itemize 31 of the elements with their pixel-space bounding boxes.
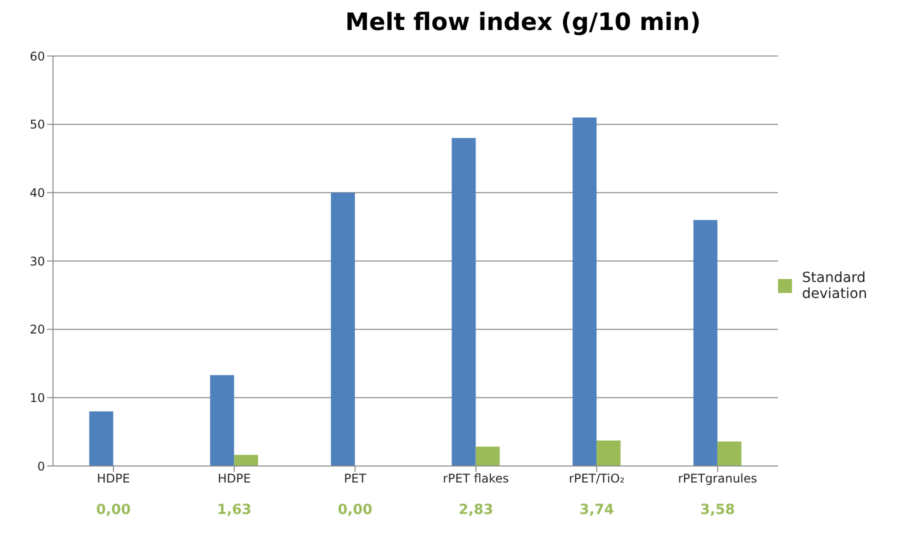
y-tick-label: 30: [30, 254, 45, 268]
data-label: 3,58: [700, 502, 735, 518]
bar: [210, 375, 234, 466]
bar: [476, 446, 500, 466]
data-label: 0,00: [96, 502, 131, 518]
data-label: 3,74: [579, 502, 614, 518]
chart-title: Melt flow index (g/10 min): [344, 8, 702, 36]
y-tick-label: 20: [30, 322, 45, 337]
x-tick-label: HDPE: [96, 472, 130, 486]
data-label: 0,00: [338, 502, 373, 518]
y-tick-label: 50: [30, 118, 45, 132]
y-tick-label: 60: [30, 49, 45, 64]
bar: [693, 220, 718, 466]
x-tick-label: rPETgranules: [678, 472, 758, 486]
legend-label: Standard deviation: [802, 270, 868, 302]
bar: [572, 118, 597, 466]
y-tick-label: 0: [37, 459, 45, 474]
bar: [596, 440, 621, 466]
y-tick-label: 40: [30, 186, 45, 200]
bar: [234, 454, 258, 466]
y-tick-label: 10: [30, 390, 45, 405]
x-tick-label: rPET flakes: [442, 472, 509, 486]
x-tick-label: PET: [344, 472, 367, 486]
bar: [330, 192, 355, 466]
bar: [452, 138, 476, 466]
x-tick-label: rPET/TiO₂: [568, 472, 625, 486]
data-label: 1,63: [216, 502, 252, 518]
bar: [717, 442, 742, 466]
data-label: 2,83: [458, 502, 494, 518]
bar: [89, 411, 114, 466]
x-tick-label: HDPE: [218, 472, 251, 486]
